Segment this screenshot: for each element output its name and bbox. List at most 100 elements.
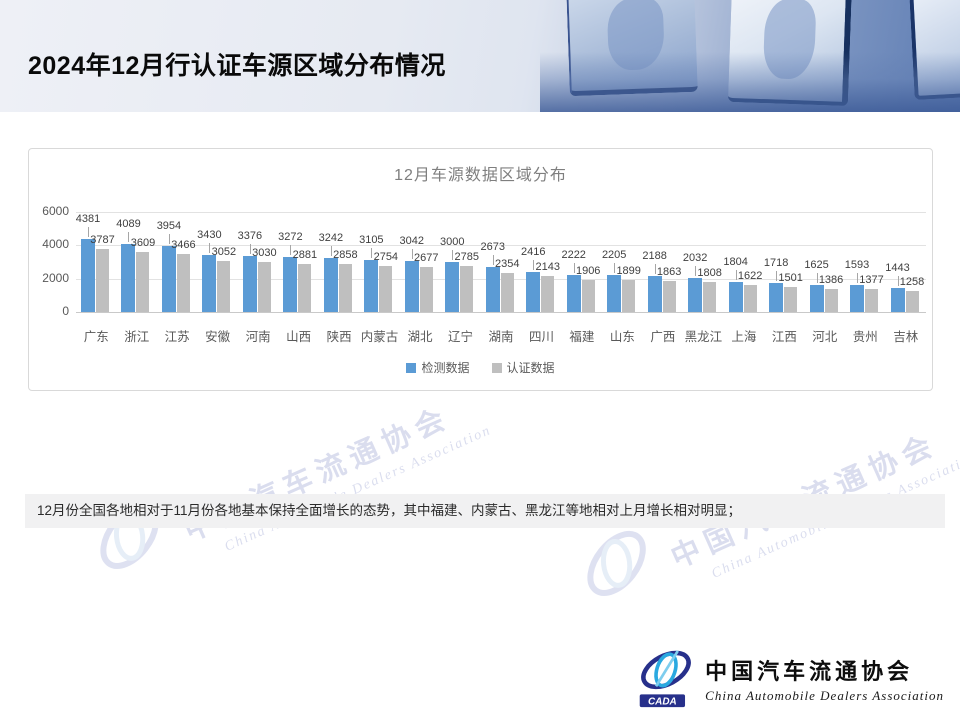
cada-logo: CADA 中国汽车流通协会 China Automobile Dealers A…	[637, 646, 944, 712]
bar-value-label: 1377	[859, 274, 884, 287]
bar-certify	[703, 281, 717, 312]
label-leader-line	[857, 273, 859, 284]
legend-item: 检测数据	[406, 359, 470, 376]
category-label: 山西	[286, 330, 312, 344]
bar-detect	[242, 255, 257, 312]
label-leader-line	[492, 255, 494, 266]
chart-legend: 检测数据 认证数据	[29, 359, 932, 376]
label-leader-line	[695, 266, 697, 277]
category-label: 吉林	[893, 330, 919, 344]
category-label: 四川	[528, 330, 554, 344]
bar-value-label: 3030	[252, 246, 277, 259]
bar-value-label: 3105	[359, 234, 384, 247]
label-leader-line	[411, 249, 413, 260]
bar-value-label: 3042	[399, 235, 425, 248]
bar-value-label: 3000	[440, 236, 465, 248]
label-leader-line	[371, 248, 373, 259]
bar-value-label: 3242	[318, 231, 344, 244]
bar-value-label: 2416	[520, 245, 546, 258]
category-label: 陕西	[326, 330, 352, 344]
bar-detect	[647, 275, 662, 312]
bar-value-label: 1501	[778, 271, 803, 284]
bar-value-label: 1899	[616, 265, 641, 278]
bar-certify	[136, 251, 150, 312]
label-leader-line	[88, 226, 89, 237]
header-cubes-art	[540, 0, 960, 112]
y-tick-label: 6000	[42, 204, 69, 218]
category-label: 河南	[245, 330, 271, 344]
category-label: 浙江	[124, 330, 150, 344]
bar-value-label: 1386	[818, 273, 844, 286]
bar-certify	[865, 289, 879, 312]
category-label: 河北	[812, 330, 838, 344]
category-label: 安徽	[205, 330, 231, 344]
bar-detect	[890, 287, 905, 312]
label-leader-line	[128, 231, 130, 242]
category-label: 福建	[569, 330, 595, 344]
bar-certify	[338, 264, 352, 312]
label-leader-line	[573, 262, 575, 273]
bar-value-label: 2222	[561, 248, 586, 261]
category-label: 黑龙江	[684, 330, 723, 344]
label-leader-line	[614, 263, 616, 274]
logo-cn-text: 中国汽车流通协会	[705, 659, 914, 684]
bar-value-label: 2858	[333, 249, 358, 262]
bar-detect	[769, 283, 784, 312]
bar-detect	[485, 267, 500, 312]
header-banner: 2024年12月行认证车源区域分布情况	[0, 0, 960, 112]
bar-value-label: 3787	[90, 233, 115, 246]
bar-detect	[283, 257, 298, 312]
category-label: 辽宁	[448, 330, 474, 344]
bar-detect	[202, 254, 217, 312]
bar-certify	[379, 266, 393, 312]
label-leader-line	[735, 269, 737, 280]
bar-detect	[323, 257, 338, 312]
bar-certify	[662, 280, 676, 312]
bar-value-label: 3430	[197, 228, 222, 241]
label-leader-line	[168, 234, 170, 245]
bar-value-label: 2673	[480, 241, 505, 254]
bar-value-label: 3376	[237, 229, 263, 242]
cada-emblem-watermark-icon	[587, 530, 646, 596]
bar-certify	[743, 284, 757, 312]
category-label: 江苏	[164, 330, 190, 344]
bar-value-label: 1863	[656, 265, 682, 278]
bar-certify	[298, 263, 312, 312]
bar-detect	[364, 260, 379, 312]
bar-certify	[96, 248, 109, 312]
bar-value-label: 1906	[575, 265, 601, 278]
bar-value-label: 2354	[495, 257, 520, 270]
bar-certify	[460, 265, 474, 312]
category-label: 山东	[609, 330, 635, 344]
label-leader-line	[533, 259, 535, 270]
bar-certify	[622, 280, 636, 312]
legend-label: 认证数据	[506, 361, 555, 375]
gridline	[76, 245, 926, 247]
bar-certify	[905, 291, 919, 312]
note-strip: 12月份全国各地相对于11月份各地基本保持全面增长的态势，其中福建、内蒙古、黑龙…	[25, 494, 945, 528]
category-label: 湖北	[407, 330, 433, 344]
floor-reflection	[540, 52, 960, 112]
bar-detect	[850, 285, 865, 312]
bar-certify	[541, 276, 555, 312]
legend-item: 认证数据	[491, 359, 555, 376]
bar-value-label: 3052	[211, 246, 237, 259]
bar-certify	[500, 272, 514, 312]
bar-value-label: 3609	[130, 236, 156, 249]
logo-texts: 中国汽车流通协会 China Automobile Dealers Associ…	[705, 654, 944, 704]
bar-certify	[176, 254, 190, 312]
gridline	[76, 212, 926, 213]
label-leader-line	[897, 275, 899, 286]
y-tick-label: 4000	[42, 237, 69, 252]
logo-en-text: China Automobile Dealers Association	[705, 688, 944, 703]
label-leader-line	[816, 272, 818, 283]
category-label: 内蒙古	[360, 330, 399, 344]
watermark-texts: 中国汽车流通协会 China Automobile Dealers Associ…	[176, 381, 494, 568]
bar-detect	[688, 278, 703, 312]
bar-certify	[257, 261, 271, 312]
chart-container: 12月车源数据区域分布 0 2000 4000 6000 4381 3787 广东 4089 3…	[28, 148, 933, 391]
bar-detect	[404, 261, 419, 312]
bar-value-label: 2032	[682, 252, 708, 265]
bar-value-label: 1808	[697, 266, 722, 279]
